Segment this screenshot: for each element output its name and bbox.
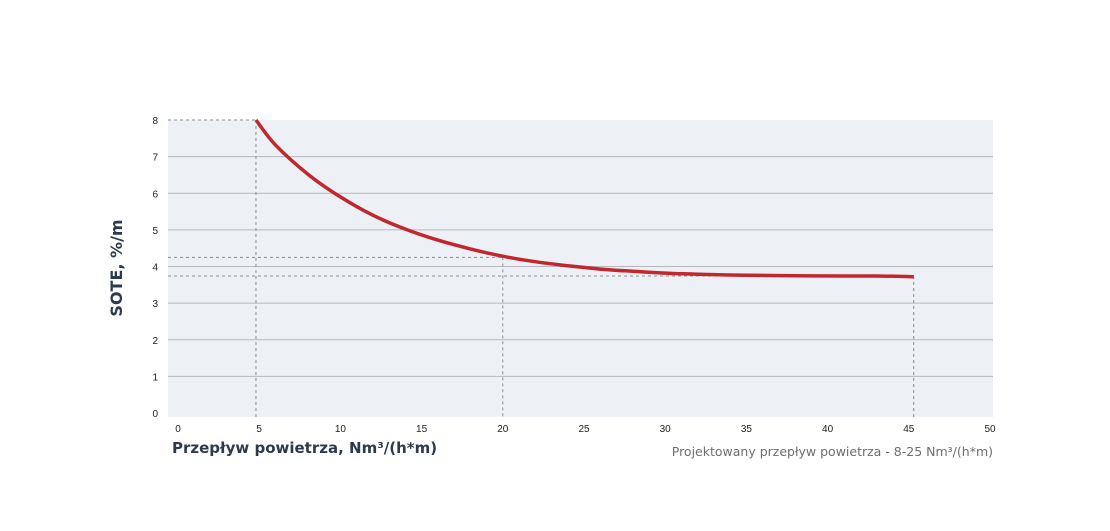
x-tick-label: 10 [335,424,347,435]
x-tick-label: 20 [497,424,509,435]
y-tick-label: 8 [152,116,158,127]
x-tick-label: 25 [578,424,590,435]
x-tick-label: 50 [984,424,996,435]
y-tick-label: 6 [152,189,158,200]
y-axis-ticks: 0 1 2 3 4 5 6 7 8 [152,116,158,420]
x-tick-label: 40 [822,424,834,435]
y-tick-label: 4 [152,263,158,274]
x-tick-label: 45 [903,424,915,435]
x-tick-label: 30 [660,424,672,435]
x-axis-ticks: 0 5 10 15 20 25 30 35 40 45 50 [175,424,996,435]
x-tick-label: 5 [256,424,262,435]
y-tick-label: 0 [152,409,158,420]
sote-curve [254,118,914,279]
y-tick-label: 1 [152,372,158,383]
x-tick-label: 35 [741,424,753,435]
grid-lines [168,156,993,377]
x-tick-label: 15 [416,424,428,435]
y-tick-label: 7 [152,153,158,164]
y-tick-label: 2 [152,336,158,347]
y-tick-label: 3 [152,299,158,310]
y-axis-label: SOTE, %/m [107,219,126,316]
x-axis-label: Przepływ powietrza, Nm³/(h*m) [172,439,437,457]
x-tick-label: 0 [175,424,181,435]
y-tick-label: 5 [152,226,158,237]
reference-lines [168,119,915,417]
design-airflow-note: Projektowany przepływ powietrza - 8-25 N… [672,444,993,459]
